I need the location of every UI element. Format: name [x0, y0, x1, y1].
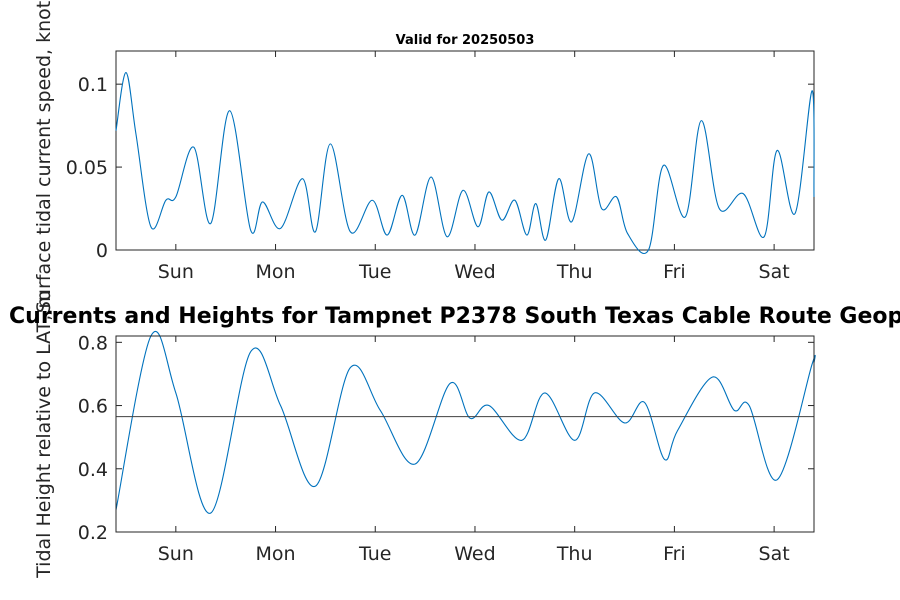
tidal-height-y-tick-label: 0.2 [78, 522, 108, 544]
current-speed-axes: Valid for 20250503 Surface tidal current… [33, 0, 815, 313]
tidal-height-x-tick-label: Thu [556, 543, 593, 565]
current-speed-ylabel: Surface tidal current speed, knots [33, 0, 55, 313]
current-speed-x-tick-label: Mon [256, 261, 296, 283]
tidal-height-x-tick-label: Wed [454, 543, 495, 565]
tidal-height-plot-box [115, 335, 815, 533]
current-speed-x-tick-label: Wed [454, 261, 495, 283]
tidal-height-x-tick-label: Mon [256, 543, 296, 565]
current-speed-x-tick-label: Sun [158, 261, 194, 283]
tidal-height-y-tick-label: 0.6 [78, 396, 108, 418]
current-speed-series-line [115, 72, 815, 254]
tidal-height-y-ticks: 0.2 0.4 0.6 0.8 [78, 332, 814, 544]
current-speed-x-tick-label: Sat [759, 261, 790, 283]
tidal-height-ylabel: Tidal Height relative to LAT, m [33, 290, 55, 579]
tidal-height-y-tick-label: 0.4 [78, 459, 108, 481]
current-speed-x-tick-label: Tue [358, 261, 391, 283]
current-speed-x-tick-label: Fri [663, 261, 686, 283]
current-speed-y-tick-label: 0.05 [66, 157, 108, 179]
current-speed-title: Valid for 20250503 [396, 33, 535, 48]
current-speed-x-tick-label: Thu [556, 261, 593, 283]
tidal-height-x-tick-label: Fri [663, 543, 686, 565]
tidal-height-title: Tidal Currents and Heights for Tampnet P… [0, 304, 900, 329]
current-speed-x-ticks: Sun Mon Tue Wed Thu Fri Sat [158, 51, 790, 283]
tidal-height-x-ticks: Sun Mon Tue Wed Thu Fri Sat [158, 336, 790, 565]
tidal-height-x-tick-label: Sun [158, 543, 194, 565]
tidal-height-x-tick-label: Tue [358, 543, 391, 565]
tidal-height-y-tick-label: 0.8 [78, 332, 108, 354]
tidal-height-x-tick-label: Sat [759, 543, 790, 565]
tidal-height-axes: Sun Mon Tue Wed Thu Fri Sat 0.2 0.4 0.6 0.8 Tidal… [0, 290, 900, 579]
current-speed-y-ticks: 0 0.05 0.1 [66, 74, 814, 262]
tidal-height-series-line [115, 330, 816, 514]
current-speed-y-tick-label: 0 [96, 240, 108, 262]
current-speed-y-tick-label: 0.1 [78, 74, 108, 96]
